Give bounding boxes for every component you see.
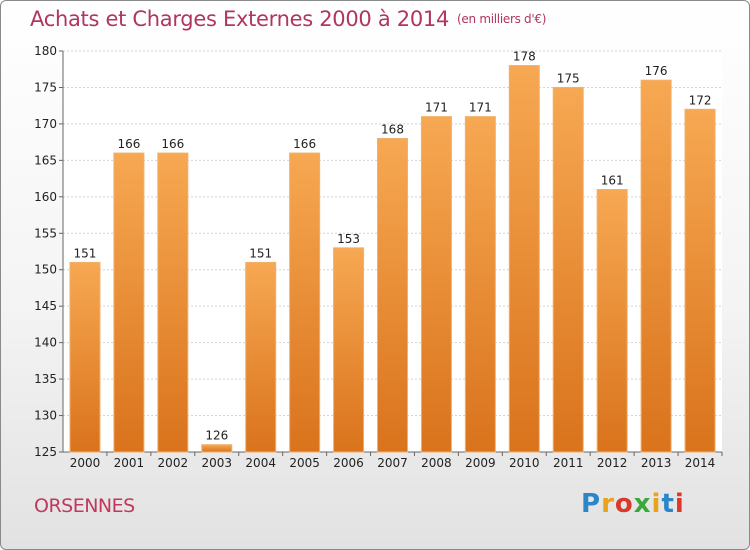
bar	[113, 152, 145, 453]
bar	[245, 261, 277, 453]
y-tick-label: 125	[34, 445, 57, 459]
x-tick-label: 2002	[158, 456, 189, 470]
bar	[201, 444, 233, 453]
y-tick-label: 140	[34, 336, 57, 350]
logo-letter: r	[601, 489, 615, 519]
x-tick-label: 2008	[421, 456, 452, 470]
y-tick-label: 175	[34, 80, 57, 94]
bar	[157, 152, 189, 453]
x-tick-label: 2005	[289, 456, 320, 470]
bar-value-label: 171	[425, 101, 448, 115]
logo-letter: x	[633, 489, 652, 519]
bar	[420, 116, 452, 453]
bar-value-label: 166	[117, 137, 140, 151]
bar-value-label: 178	[513, 50, 536, 64]
bar	[69, 261, 101, 453]
bar-value-label: 126	[205, 429, 228, 443]
bar-value-label: 172	[689, 93, 712, 107]
logo-letter: i	[674, 489, 685, 519]
x-tick-label: 2006	[333, 456, 364, 470]
bar	[684, 108, 716, 453]
bar-value-label: 151	[249, 246, 272, 260]
bar	[508, 65, 540, 453]
bar	[552, 86, 584, 453]
y-tick-label: 160	[34, 190, 57, 204]
bar-value-label: 168	[381, 122, 404, 136]
proxiti-logo: Proxiti	[581, 489, 685, 519]
chart-title: Achats et Charges Externes 2000 à 2014 (e…	[30, 7, 546, 31]
x-tick-label: 2010	[509, 456, 540, 470]
bar	[464, 116, 496, 453]
location-name: ORSENNES	[34, 495, 135, 517]
chart-unit-label: (en milliers d'€)	[457, 12, 547, 26]
bar-value-label: 153	[337, 232, 360, 246]
bar	[377, 137, 408, 453]
x-tick-label: 2013	[641, 456, 672, 470]
x-tick-label: 2014	[685, 456, 716, 470]
bar-value-label: 176	[645, 64, 668, 78]
y-tick-label: 145	[34, 299, 57, 313]
y-tick-label: 155	[34, 226, 57, 240]
y-tick-label: 170	[34, 117, 57, 131]
y-tick-label: 150	[34, 263, 57, 277]
y-tick-label: 135	[34, 372, 57, 386]
x-tick-label: 2004	[245, 456, 276, 470]
y-tick-label: 130	[34, 409, 57, 423]
bar-value-label: 166	[161, 137, 184, 151]
x-tick-label: 2000	[70, 456, 101, 470]
x-tick-label: 2009	[465, 456, 496, 470]
x-tick-label: 2011	[553, 456, 584, 470]
y-tick-label: 180	[34, 44, 57, 58]
bar-value-label: 175	[557, 71, 580, 85]
logo-letter: P	[581, 489, 602, 519]
bar	[640, 79, 672, 453]
x-tick-label: 2001	[114, 456, 145, 470]
chart-title-text: Achats et Charges Externes 2000 à 2014	[30, 7, 450, 31]
x-tick-label: 2003	[201, 456, 232, 470]
x-tick-label: 2007	[377, 456, 408, 470]
logo-letter: t	[661, 489, 675, 519]
bar	[289, 152, 321, 453]
logo-letter: o	[614, 489, 634, 519]
y-tick-label: 165	[34, 153, 57, 167]
bar	[596, 189, 628, 453]
logo-letter: i	[651, 489, 662, 519]
bar-value-label: 151	[74, 246, 97, 260]
bar-value-label: 161	[601, 174, 624, 188]
bar	[333, 247, 365, 453]
bar-value-label: 166	[293, 137, 316, 151]
x-tick-label: 2012	[597, 456, 628, 470]
bar-value-label: 171	[469, 101, 492, 115]
